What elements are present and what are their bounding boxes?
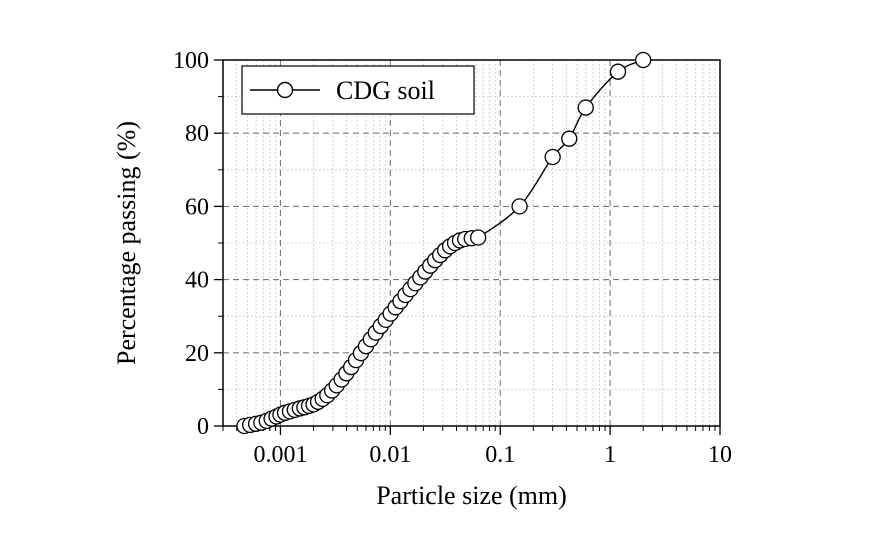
data-point xyxy=(544,148,561,166)
y-tick-label: 40 xyxy=(185,268,209,294)
data-point xyxy=(561,130,578,147)
y-tick-label: 60 xyxy=(185,194,209,220)
y-tick-label: 100 xyxy=(173,48,209,74)
legend: CDG soil xyxy=(241,65,475,115)
y-tick-label: 0 xyxy=(197,414,209,440)
minor-grid xyxy=(222,60,720,426)
data-point xyxy=(577,99,594,116)
legend-label: CDG soil xyxy=(336,76,435,105)
x-tick-label: 1 xyxy=(604,442,616,468)
x-tick-labels: 0.001 0.01 0.1 1 10 xyxy=(253,442,732,468)
x-tick-label: 10 xyxy=(708,442,732,468)
x-tick-label: 0.001 xyxy=(253,442,307,468)
data-point xyxy=(511,198,528,215)
series-points xyxy=(236,51,652,435)
y-axis-title: Percentage passing (%) xyxy=(112,121,141,365)
data-point xyxy=(470,229,487,246)
y-tick-label: 20 xyxy=(185,341,209,367)
y-tick-label: 80 xyxy=(185,121,209,147)
data-point xyxy=(609,63,627,80)
major-grid xyxy=(223,60,720,426)
y-tick-labels: 0 20 40 60 80 100 xyxy=(173,48,209,440)
data-point xyxy=(635,51,652,69)
x-axis-title: Particle size (mm) xyxy=(376,481,567,510)
x-tick-label: 0.01 xyxy=(369,442,411,468)
x-tick-label: 0.1 xyxy=(485,442,515,468)
legend-marker xyxy=(276,81,294,99)
